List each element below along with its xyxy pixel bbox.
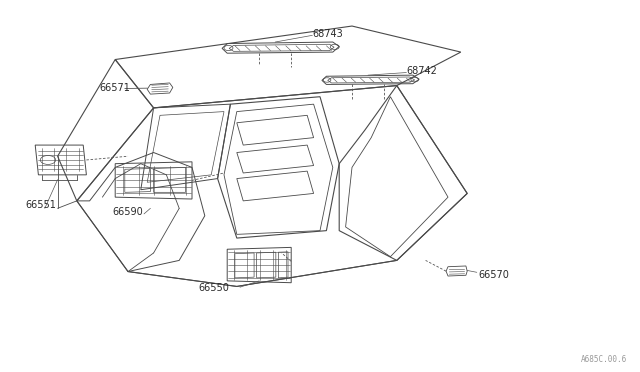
Text: 68742: 68742	[406, 67, 437, 76]
Text: A685C.00.6: A685C.00.6	[581, 355, 627, 364]
Text: 68743: 68743	[312, 29, 343, 39]
Text: 66550: 66550	[198, 283, 229, 293]
Text: 66590: 66590	[112, 207, 143, 217]
Text: 66571: 66571	[99, 83, 130, 93]
Text: 66570: 66570	[479, 270, 509, 279]
Text: 66551: 66551	[26, 200, 56, 209]
